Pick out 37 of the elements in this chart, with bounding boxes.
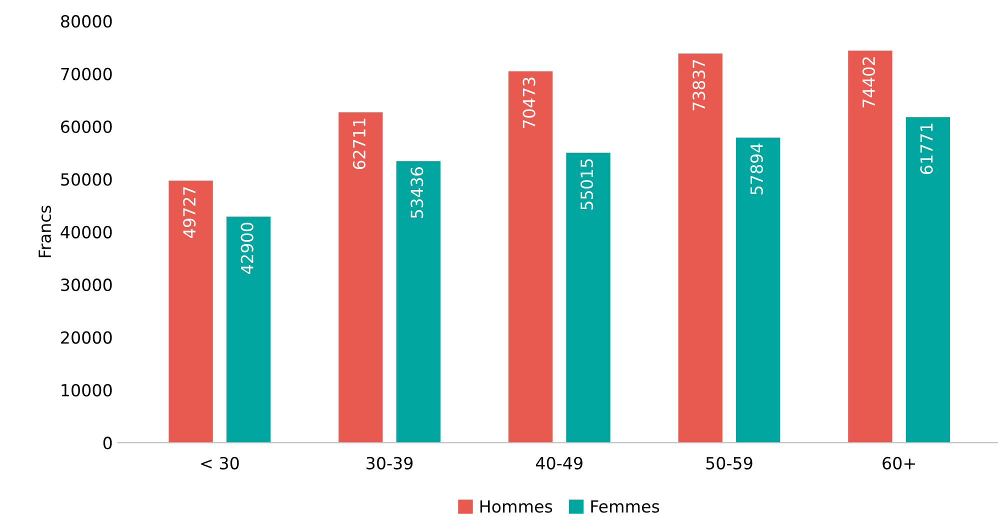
x-tick-label: < 30 [201, 456, 239, 470]
data-label: 70473 [522, 78, 536, 128]
bar [508, 71, 553, 443]
data-label: 62711 [352, 118, 366, 170]
bar [736, 138, 780, 443]
x-tick-label: 40-49 [536, 456, 582, 470]
data-label: 55015 [580, 159, 594, 210]
y-tick-label: 50000 [61, 173, 112, 186]
legend-label: Femmes [591, 500, 660, 513]
bar [678, 54, 722, 443]
y-tick-label: 80000 [61, 15, 112, 28]
bar [566, 152, 610, 443]
y-tick-label: 0 [103, 436, 112, 450]
y-tick-label: 70000 [61, 68, 112, 80]
legend-label: Hommes [480, 500, 552, 513]
bar [338, 112, 383, 443]
bar [396, 161, 440, 443]
data-label: 61771 [920, 124, 933, 174]
x-tick-label: 30-39 [366, 456, 413, 470]
data-label: 42900 [240, 222, 254, 274]
y-tick-label: 40000 [60, 226, 112, 238]
data-label: 53436 [410, 167, 424, 218]
data-label: 74402 [862, 57, 876, 108]
data-label: 49727 [183, 187, 196, 238]
bar [168, 180, 213, 443]
y-tick-label: 60000 [61, 120, 112, 134]
x-tick-label: 50-59 [706, 456, 752, 470]
y-tick-label: 20000 [61, 331, 112, 344]
data-label: 73837 [692, 60, 706, 110]
x-tick-label: 60+ [882, 456, 915, 470]
bar [906, 117, 950, 443]
data-label: 57894 [750, 144, 763, 194]
y-axis-title: Francs [38, 206, 52, 258]
bar [848, 50, 892, 443]
y-tick-label: 30000 [61, 278, 112, 292]
bar [226, 216, 271, 443]
y-tick-label: 10000 [62, 384, 112, 397]
